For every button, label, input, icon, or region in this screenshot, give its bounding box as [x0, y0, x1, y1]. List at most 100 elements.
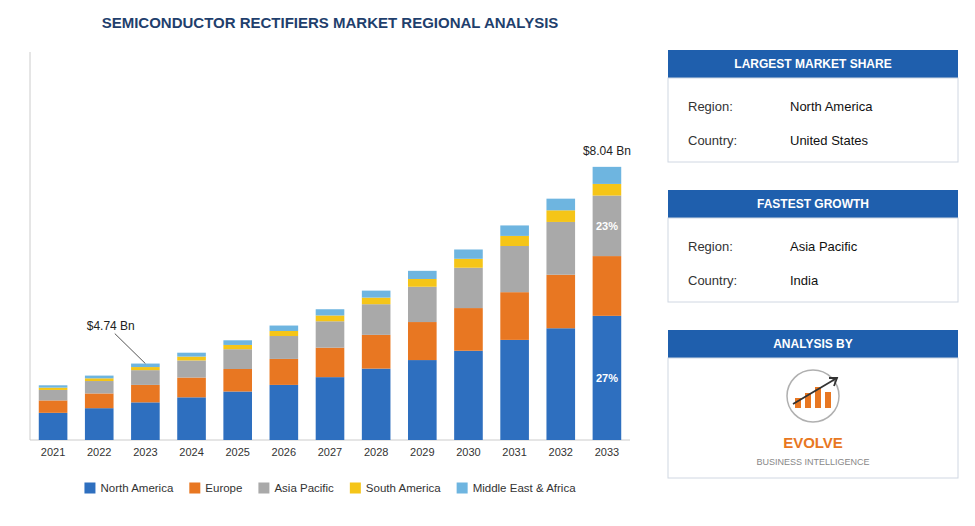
logo-arrow — [793, 378, 837, 404]
bar-segment — [362, 291, 391, 298]
title: SEMICONDUCTOR RECTIFIERS MARKET REGIONAL… — [102, 14, 559, 31]
logo-bar — [825, 392, 831, 408]
panel-label: Region: — [688, 239, 733, 254]
legend-label: North America — [100, 482, 173, 494]
panel-header-bg — [668, 190, 958, 218]
bar-segment — [408, 279, 437, 287]
x-tick-label: 2031 — [502, 446, 526, 458]
bar-segment — [85, 381, 114, 393]
bar-segment — [223, 392, 252, 441]
logo-circle — [787, 370, 839, 422]
bar-segment — [39, 413, 68, 440]
panel-label: Country: — [688, 273, 737, 288]
panel-value: Asia Pacific — [790, 239, 858, 254]
legend: North America Europe Asia Pacific South Ame… — [84, 482, 576, 494]
legend-label: Middle East & Africa — [473, 482, 577, 494]
x-tick-label: 2024 — [179, 446, 203, 458]
panel-header-bg — [668, 330, 958, 358]
logo-text: EVOLVE — [783, 434, 843, 451]
legend-swatch — [457, 483, 468, 494]
bar-segment — [270, 359, 299, 385]
legend-label: Europe — [205, 482, 242, 494]
bar-segment — [39, 400, 68, 412]
x-tick-label: 2029 — [410, 446, 434, 458]
panel-value: India — [790, 273, 819, 288]
bar-segment — [270, 331, 299, 336]
y-axis-line — [30, 52, 31, 440]
bar-segment — [500, 236, 529, 246]
bar-segment — [223, 349, 252, 369]
bar-segment — [270, 326, 299, 331]
chart: SEMICONDUCTOR RECTIFIERS MARKET REGIONAL… — [0, 0, 975, 526]
bar-segment — [408, 360, 437, 440]
panel-value: North America — [790, 99, 873, 114]
x-tick-label: 2027 — [318, 446, 342, 458]
legend-swatch — [189, 483, 200, 494]
bar-segment — [454, 351, 483, 440]
bar-segment — [223, 345, 252, 349]
bar-segment — [362, 335, 391, 369]
bar-segment — [85, 408, 114, 440]
legend-item: Middle East & Africa — [457, 482, 577, 494]
bar-segment — [500, 246, 529, 292]
x-tick-label: 2032 — [549, 446, 573, 458]
legend-item: South America — [350, 482, 441, 494]
bar-segment — [85, 378, 114, 381]
x-tick-label: 2021 — [41, 446, 65, 458]
bar-segment — [316, 315, 345, 321]
panel-box — [668, 218, 958, 302]
legend-label: Asia Pacific — [274, 482, 334, 494]
bar-segment — [39, 390, 68, 400]
x-tick-label: 2028 — [364, 446, 388, 458]
bar-segment — [316, 321, 345, 347]
panel-label: Region: — [688, 99, 733, 114]
bar-segment — [131, 370, 160, 385]
bar-segment — [85, 376, 114, 379]
panel-header-bg — [668, 50, 958, 78]
segment-label: 27% — [596, 372, 618, 384]
logo-arrow-head — [829, 378, 837, 386]
bar-segment — [177, 397, 206, 440]
bar-segment — [593, 184, 622, 196]
panel-header: FASTEST GROWTH — [757, 197, 869, 211]
logo-subtext: BUSINESS INTELLIGENCE — [756, 457, 869, 467]
bar-segment — [223, 340, 252, 345]
bar-segment — [454, 308, 483, 351]
bar-segment — [131, 367, 160, 370]
annotations: $4.74 Bn$8.04 Bn27%23% — [87, 144, 631, 384]
segment-label: 23% — [596, 220, 618, 232]
bar-segment — [408, 287, 437, 322]
x-tick-label: 2033 — [595, 446, 619, 458]
legend-swatch — [258, 483, 269, 494]
panel-box — [668, 78, 958, 162]
bar-segment — [177, 353, 206, 357]
legend-label: South America — [366, 482, 441, 494]
x-tick-label: 2026 — [272, 446, 296, 458]
bar-segment — [39, 388, 68, 390]
annotation: $8.04 Bn — [583, 144, 631, 158]
bar-segment — [270, 385, 299, 440]
bar-segment — [593, 167, 622, 184]
legend-swatch — [84, 483, 95, 494]
x-tick-label: 2022 — [87, 446, 111, 458]
bar-segment — [408, 271, 437, 279]
side-panel: LARGEST MARKET SHARERegion:North America… — [668, 50, 958, 478]
bar-segment — [316, 377, 345, 440]
bar-segment — [546, 328, 575, 440]
bar-segment — [177, 360, 206, 377]
bar-segment — [362, 304, 391, 335]
panel-header: ANALYSIS BY — [773, 337, 853, 351]
bar-segment — [546, 199, 575, 211]
bar-segment — [454, 268, 483, 308]
bar-segment — [316, 348, 345, 377]
bar-segment — [500, 340, 529, 440]
bar-segment — [546, 275, 575, 329]
x-tick-label: 2023 — [133, 446, 157, 458]
legend-swatch — [350, 483, 361, 494]
bar-segment — [85, 393, 114, 408]
bar-segment — [39, 385, 68, 387]
x-tick-label: 2030 — [456, 446, 480, 458]
bar-segment — [131, 402, 160, 440]
bar-segment — [546, 210, 575, 222]
legend-item: Asia Pacific — [258, 482, 334, 494]
